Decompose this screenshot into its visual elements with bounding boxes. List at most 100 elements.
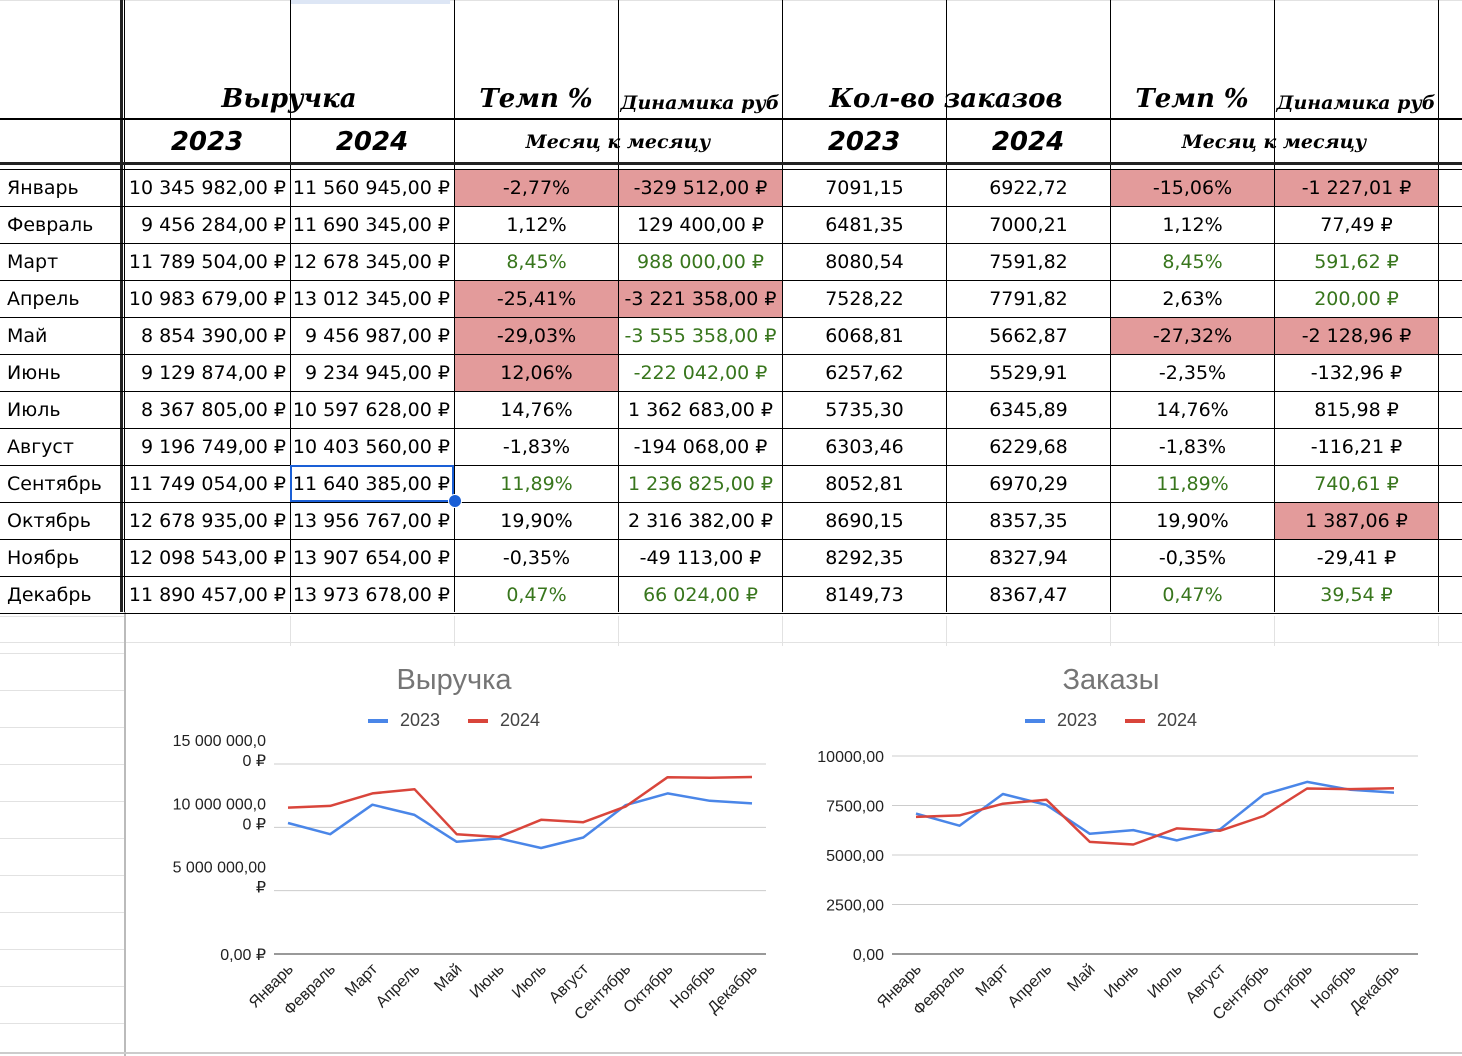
cell-dyn2[interactable]: 740,61 ₽ bbox=[1314, 473, 1399, 495]
cell-ord2023[interactable]: 5735,30 bbox=[825, 399, 904, 421]
cell-rev2023[interactable]: 9 456 284,00 ₽ bbox=[140, 214, 286, 236]
cell-dyn2[interactable]: 39,54 ₽ bbox=[1320, 584, 1393, 606]
revenue-chart[interactable]: Выручка 2023 2024 0,00 ₽ 5 000 000,00 ₽10 … bbox=[128, 648, 780, 1052]
cell-rev2023[interactable]: 11 890 457,00 ₽ bbox=[128, 584, 286, 606]
header-year-2024[interactable]: 2024 bbox=[335, 127, 409, 157]
cell-ord2023[interactable]: 6481,35 bbox=[825, 214, 904, 236]
orders-chart[interactable]: Заказы 2023 2024 0,00 2500,00 5000,00 7500,… bbox=[784, 648, 1438, 1052]
cell-rev2023[interactable]: 10 345 982,00 ₽ bbox=[128, 177, 286, 199]
cell-dyn2[interactable]: 591,62 ₽ bbox=[1314, 251, 1399, 273]
cell-tempo[interactable]: -2,77% bbox=[455, 170, 618, 206]
header-orders-2023[interactable]: 2023 bbox=[827, 127, 901, 157]
cell-rev2023[interactable]: 9 129 874,00 ₽ bbox=[140, 362, 286, 384]
cell-dyn2[interactable]: -132,96 ₽ bbox=[1310, 362, 1403, 384]
month-label[interactable]: Июль bbox=[7, 399, 61, 421]
cell-rev2024[interactable]: 13 012 345,00 ₽ bbox=[292, 288, 450, 310]
cell-rev2023[interactable]: 10 983 679,00 ₽ bbox=[128, 288, 286, 310]
cell-tempo[interactable]: -0,35% bbox=[502, 547, 571, 569]
cell-ord2024[interactable]: 5662,87 bbox=[989, 325, 1068, 347]
cell-rev2024[interactable]: 10 597 628,00 ₽ bbox=[292, 399, 450, 421]
cell-tempo2[interactable]: -1,83% bbox=[1158, 436, 1227, 458]
cell-ord2023[interactable]: 6303,46 bbox=[825, 436, 904, 458]
cell-ord2024[interactable]: 8367,47 bbox=[989, 584, 1068, 606]
fill-handle[interactable] bbox=[448, 494, 462, 508]
cell-ord2024[interactable]: 6970,29 bbox=[989, 473, 1068, 495]
cell-ord2024[interactable]: 6922,72 bbox=[989, 177, 1068, 199]
cell-tempo2[interactable]: -0,35% bbox=[1158, 547, 1227, 569]
cell-rev2024[interactable]: 10 403 560,00 ₽ bbox=[292, 436, 450, 458]
cell-rev2023[interactable]: 12 098 543,00 ₽ bbox=[128, 547, 286, 569]
cell-rev2023[interactable]: 11 789 504,00 ₽ bbox=[128, 251, 286, 273]
cell-ord2024[interactable]: 6229,68 bbox=[989, 436, 1068, 458]
cell-dyn2[interactable]: -29,41 ₽ bbox=[1316, 547, 1397, 569]
cell-tempo[interactable]: 12,06% bbox=[455, 355, 618, 391]
month-label[interactable]: Сентябрь bbox=[7, 473, 102, 495]
cell-dyn[interactable]: 1 236 825,00 ₽ bbox=[627, 473, 774, 495]
cell-tempo2[interactable]: -15,06% bbox=[1111, 170, 1274, 206]
cell-ord2024[interactable]: 7000,21 bbox=[989, 214, 1068, 236]
cell-ord2023[interactable]: 7091,15 bbox=[825, 177, 904, 199]
cell-dyn[interactable]: -194 068,00 ₽ bbox=[633, 436, 768, 458]
cell-dyn2[interactable]: -1 227,01 ₽ bbox=[1275, 170, 1438, 206]
cell-rev2024[interactable]: 13 956 767,00 ₽ bbox=[292, 510, 450, 532]
cell-dyn[interactable]: -329 512,00 ₽ bbox=[619, 170, 782, 206]
month-label[interactable]: Август bbox=[7, 436, 74, 458]
cell-tempo[interactable]: 14,76% bbox=[500, 399, 573, 421]
cell-rev2024[interactable]: 13 907 654,00 ₽ bbox=[292, 547, 450, 569]
month-label[interactable]: Октябрь bbox=[7, 510, 91, 532]
header-tempo-2[interactable]: Темп % bbox=[1135, 84, 1249, 114]
cell-tempo2[interactable]: 1,12% bbox=[1162, 214, 1223, 236]
month-label[interactable]: Февраль bbox=[7, 214, 94, 236]
cell-dyn[interactable]: -222 042,00 ₽ bbox=[633, 362, 768, 384]
header-month-to-month[interactable]: Месяц к месяцу bbox=[525, 131, 711, 153]
cell-rev2023[interactable]: 9 196 749,00 ₽ bbox=[140, 436, 286, 458]
cell-dyn2[interactable]: 815,98 ₽ bbox=[1314, 399, 1399, 421]
cell-dyn[interactable]: -3 555 358,00 ₽ bbox=[624, 325, 777, 347]
cell-tempo[interactable]: -25,41% bbox=[455, 281, 618, 317]
cell-tempo2[interactable]: 0,47% bbox=[1162, 584, 1223, 606]
header-dynamics[interactable]: Динамика руб bbox=[620, 92, 780, 114]
cell-rev2023[interactable]: 11 749 054,00 ₽ bbox=[128, 473, 286, 495]
header-dynamics-2[interactable]: Динамика руб bbox=[1276, 92, 1436, 114]
cell-tempo2[interactable]: -27,32% bbox=[1111, 318, 1274, 354]
cell-ord2023[interactable]: 7528,22 bbox=[825, 288, 904, 310]
month-label[interactable]: Январь bbox=[7, 177, 79, 199]
cell-dyn[interactable]: -3 221 358,00 ₽ bbox=[619, 281, 782, 317]
cell-dyn[interactable]: 66 024,00 ₽ bbox=[643, 584, 758, 606]
header-revenue[interactable]: Выручка bbox=[221, 84, 357, 114]
selected-cell[interactable] bbox=[290, 465, 454, 502]
cell-ord2023[interactable]: 6257,62 bbox=[825, 362, 904, 384]
cell-rev2024[interactable]: 12 678 345,00 ₽ bbox=[292, 251, 450, 273]
cell-rev2023[interactable]: 8 367 805,00 ₽ bbox=[140, 399, 286, 421]
cell-tempo2[interactable]: 11,89% bbox=[1156, 473, 1229, 495]
cell-ord2024[interactable]: 5529,91 bbox=[989, 362, 1068, 384]
month-label[interactable]: Апрель bbox=[7, 288, 80, 310]
cell-tempo[interactable]: 0,47% bbox=[506, 584, 567, 606]
month-label[interactable]: Ноябрь bbox=[7, 547, 80, 569]
month-label[interactable]: Май bbox=[7, 325, 48, 347]
header-tempo[interactable]: Темп % bbox=[479, 84, 593, 114]
cell-rev2023[interactable]: 12 678 935,00 ₽ bbox=[128, 510, 286, 532]
cell-rev2024[interactable]: 11 640 385,00 ₽ bbox=[292, 473, 450, 495]
cell-dyn2[interactable]: -116,21 ₽ bbox=[1310, 436, 1403, 458]
cell-rev2024[interactable]: 11 690 345,00 ₽ bbox=[292, 214, 450, 236]
cell-rev2024[interactable]: 9 456 987,00 ₽ bbox=[304, 325, 450, 347]
cell-tempo2[interactable]: 14,76% bbox=[1156, 399, 1229, 421]
cell-dyn2[interactable]: -2 128,96 ₽ bbox=[1275, 318, 1438, 354]
cell-dyn[interactable]: 988 000,00 ₽ bbox=[637, 251, 764, 273]
month-label[interactable]: Июнь bbox=[7, 362, 61, 384]
cell-ord2024[interactable]: 8357,35 bbox=[989, 510, 1068, 532]
cell-tempo[interactable]: 11,89% bbox=[500, 473, 573, 495]
cell-dyn2[interactable]: 1 387,06 ₽ bbox=[1275, 503, 1438, 539]
cell-ord2023[interactable]: 8149,73 bbox=[825, 584, 904, 606]
cell-tempo2[interactable]: -2,35% bbox=[1158, 362, 1227, 384]
cell-tempo[interactable]: 8,45% bbox=[506, 251, 567, 273]
cell-tempo2[interactable]: 19,90% bbox=[1156, 510, 1229, 532]
cell-ord2024[interactable]: 7591,82 bbox=[989, 251, 1068, 273]
cell-dyn[interactable]: 1 362 683,00 ₽ bbox=[627, 399, 774, 421]
month-label[interactable]: Март bbox=[7, 251, 59, 273]
cell-dyn[interactable]: -49 113,00 ₽ bbox=[639, 547, 762, 569]
cell-ord2024[interactable]: 8327,94 bbox=[989, 547, 1068, 569]
cell-tempo2[interactable]: 2,63% bbox=[1162, 288, 1223, 310]
cell-tempo[interactable]: -29,03% bbox=[455, 318, 618, 354]
